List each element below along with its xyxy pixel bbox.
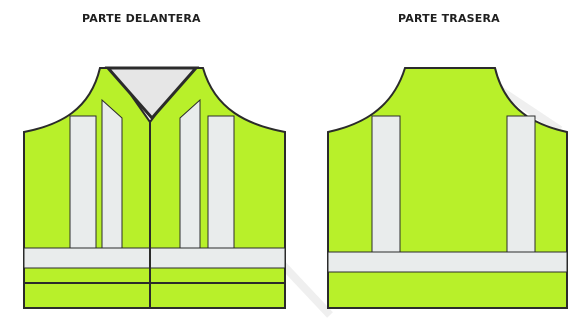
back-right-stripe xyxy=(506,115,536,253)
back-vest xyxy=(327,67,568,309)
front-right-neck-stripe xyxy=(179,98,201,249)
back-left-stripe xyxy=(371,115,401,253)
front-left-outer-stripe xyxy=(69,115,97,249)
back-horizontal-stripe xyxy=(327,251,568,273)
front-view-title: PARTE DELANTERA xyxy=(82,12,201,25)
front-right-outer-stripe xyxy=(207,115,235,249)
front-left-neck-stripe xyxy=(101,98,123,249)
front-vest xyxy=(23,66,286,309)
back-view-title: PARTE TRASERA xyxy=(398,12,500,25)
front-horizontal-stripe xyxy=(23,247,286,269)
front-collar xyxy=(104,66,200,121)
